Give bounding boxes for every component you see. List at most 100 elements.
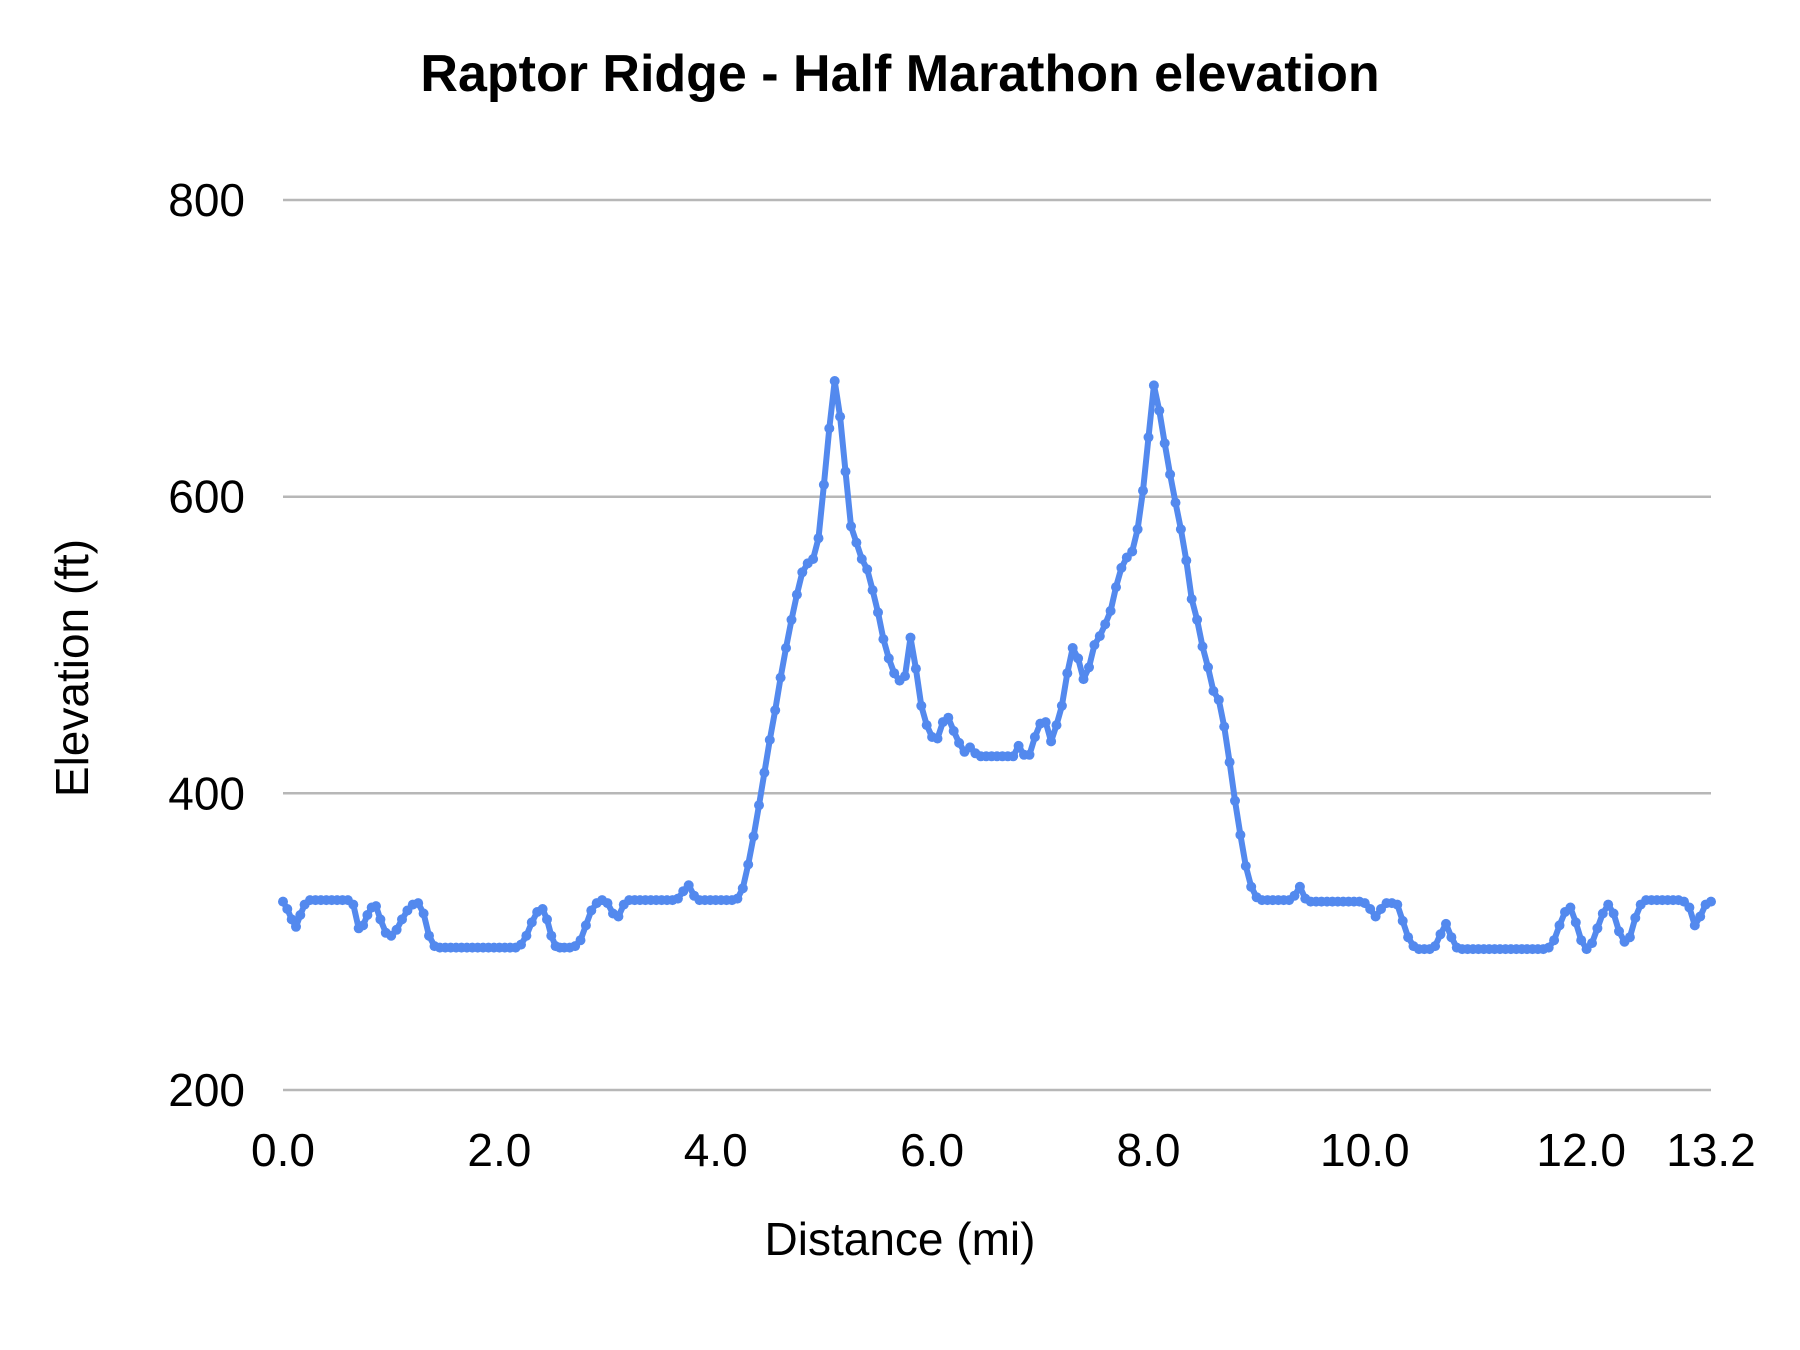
y-tick-label: 200: [168, 1064, 245, 1116]
data-point-marker: [1116, 562, 1127, 573]
data-point-marker: [602, 898, 613, 909]
data-point-marker: [1365, 904, 1376, 914]
x-tick-label: 10.0: [1320, 1124, 1410, 1176]
data-point-marker: [1192, 614, 1203, 625]
data-point-marker: [537, 904, 548, 914]
data-point-marker: [1143, 432, 1154, 443]
data-point-marker: [1073, 653, 1084, 664]
elevation-line: [280, 378, 1714, 953]
data-point-marker: [1608, 908, 1619, 919]
data-point-marker: [1138, 485, 1148, 496]
data-point-marker: [286, 914, 297, 925]
data-point-marker: [1603, 899, 1614, 910]
data-point-marker: [1203, 662, 1213, 673]
data-point-marker: [1403, 932, 1414, 943]
x-tick-label: 13.2: [1666, 1124, 1756, 1176]
data-point-marker: [840, 466, 851, 477]
data-point-marker: [1294, 881, 1305, 892]
data-point-marker: [1208, 686, 1219, 696]
data-point-marker: [775, 672, 786, 683]
y-tick-label: 800: [168, 174, 245, 226]
data-point-marker: [1165, 469, 1176, 480]
data-point-marker: [516, 939, 526, 950]
data-point-marker: [878, 634, 889, 645]
data-point-marker: [348, 899, 359, 910]
data-point-marker: [1397, 915, 1408, 926]
data-point-marker: [391, 924, 402, 935]
data-point-marker: [1224, 757, 1235, 768]
data-point-marker: [397, 914, 407, 925]
data-point-marker: [1094, 631, 1105, 642]
data-point-marker: [910, 663, 921, 674]
data-point-marker: [943, 712, 954, 723]
data-point-marker: [586, 905, 597, 916]
data-point-marker: [1105, 605, 1116, 616]
data-point-marker: [683, 880, 694, 891]
data-point-marker: [1446, 932, 1457, 943]
data-point-marker: [1127, 546, 1138, 557]
x-tick-label: 4.0: [684, 1124, 748, 1176]
x-tick-label: 2.0: [467, 1124, 531, 1176]
x-tick-label: 8.0: [1117, 1124, 1181, 1176]
data-point-marker: [1046, 736, 1057, 747]
data-point-marker: [1067, 643, 1078, 653]
data-point-marker: [1554, 920, 1565, 931]
data-point-marker: [418, 908, 429, 919]
data-point-marker: [754, 800, 764, 811]
data-point-marker: [1154, 405, 1165, 416]
data-point-marker: [889, 668, 900, 679]
data-point-marker: [1587, 938, 1597, 949]
data-point-marker: [813, 533, 824, 544]
data-point-marker: [362, 910, 373, 920]
data-point-marker: [1435, 929, 1446, 940]
data-point-marker: [1159, 438, 1170, 449]
data-point-marker: [1706, 896, 1716, 907]
data-point-marker: [413, 898, 424, 909]
data-point-marker: [818, 479, 829, 490]
data-point-marker: [1008, 751, 1019, 762]
data-point-marker: [791, 589, 802, 600]
data-point-marker: [291, 921, 301, 932]
data-point-marker: [1549, 935, 1560, 946]
data-point-marker: [371, 901, 381, 912]
data-point-marker: [781, 643, 791, 653]
data-point-marker: [1062, 668, 1073, 679]
data-point-marker: [743, 859, 754, 870]
data-point-marker: [851, 537, 862, 548]
x-tick-label: 6.0: [900, 1124, 964, 1176]
data-point-marker: [905, 632, 916, 643]
data-point-marker: [1684, 902, 1695, 913]
data-point-marker: [921, 720, 932, 731]
y-tick-label: 400: [168, 767, 245, 819]
data-point-marker: [1565, 902, 1576, 913]
data-point-marker: [1056, 700, 1067, 711]
data-point-marker: [1695, 911, 1706, 922]
data-point-marker: [424, 930, 434, 941]
data-point-marker: [748, 831, 759, 842]
data-point-marker: [737, 883, 748, 894]
data-point-marker: [521, 930, 532, 941]
data-point-marker: [1100, 619, 1111, 630]
data-point-marker: [883, 653, 894, 664]
data-point-marker: [278, 896, 288, 907]
data-point-marker: [808, 554, 819, 564]
data-point-marker: [1181, 555, 1192, 566]
data-point-marker: [1441, 918, 1451, 929]
data-point-marker: [1170, 497, 1181, 508]
data-point-marker: [282, 904, 293, 914]
data-point-marker: [1051, 720, 1062, 731]
data-point-marker: [900, 671, 910, 682]
data-point-marker: [1370, 911, 1381, 922]
data-point-marker: [797, 567, 808, 578]
data-point-marker: [542, 914, 552, 925]
data-point-marker: [1576, 935, 1587, 946]
data-point-marker: [1597, 908, 1608, 919]
data-point-marker: [954, 737, 965, 748]
data-point-marker: [1111, 582, 1121, 593]
data-point-marker: [1689, 920, 1700, 931]
data-point-marker: [580, 920, 591, 931]
y-tick-label: 600: [168, 471, 245, 523]
data-point-marker: [526, 917, 537, 928]
data-point-marker: [846, 521, 856, 532]
